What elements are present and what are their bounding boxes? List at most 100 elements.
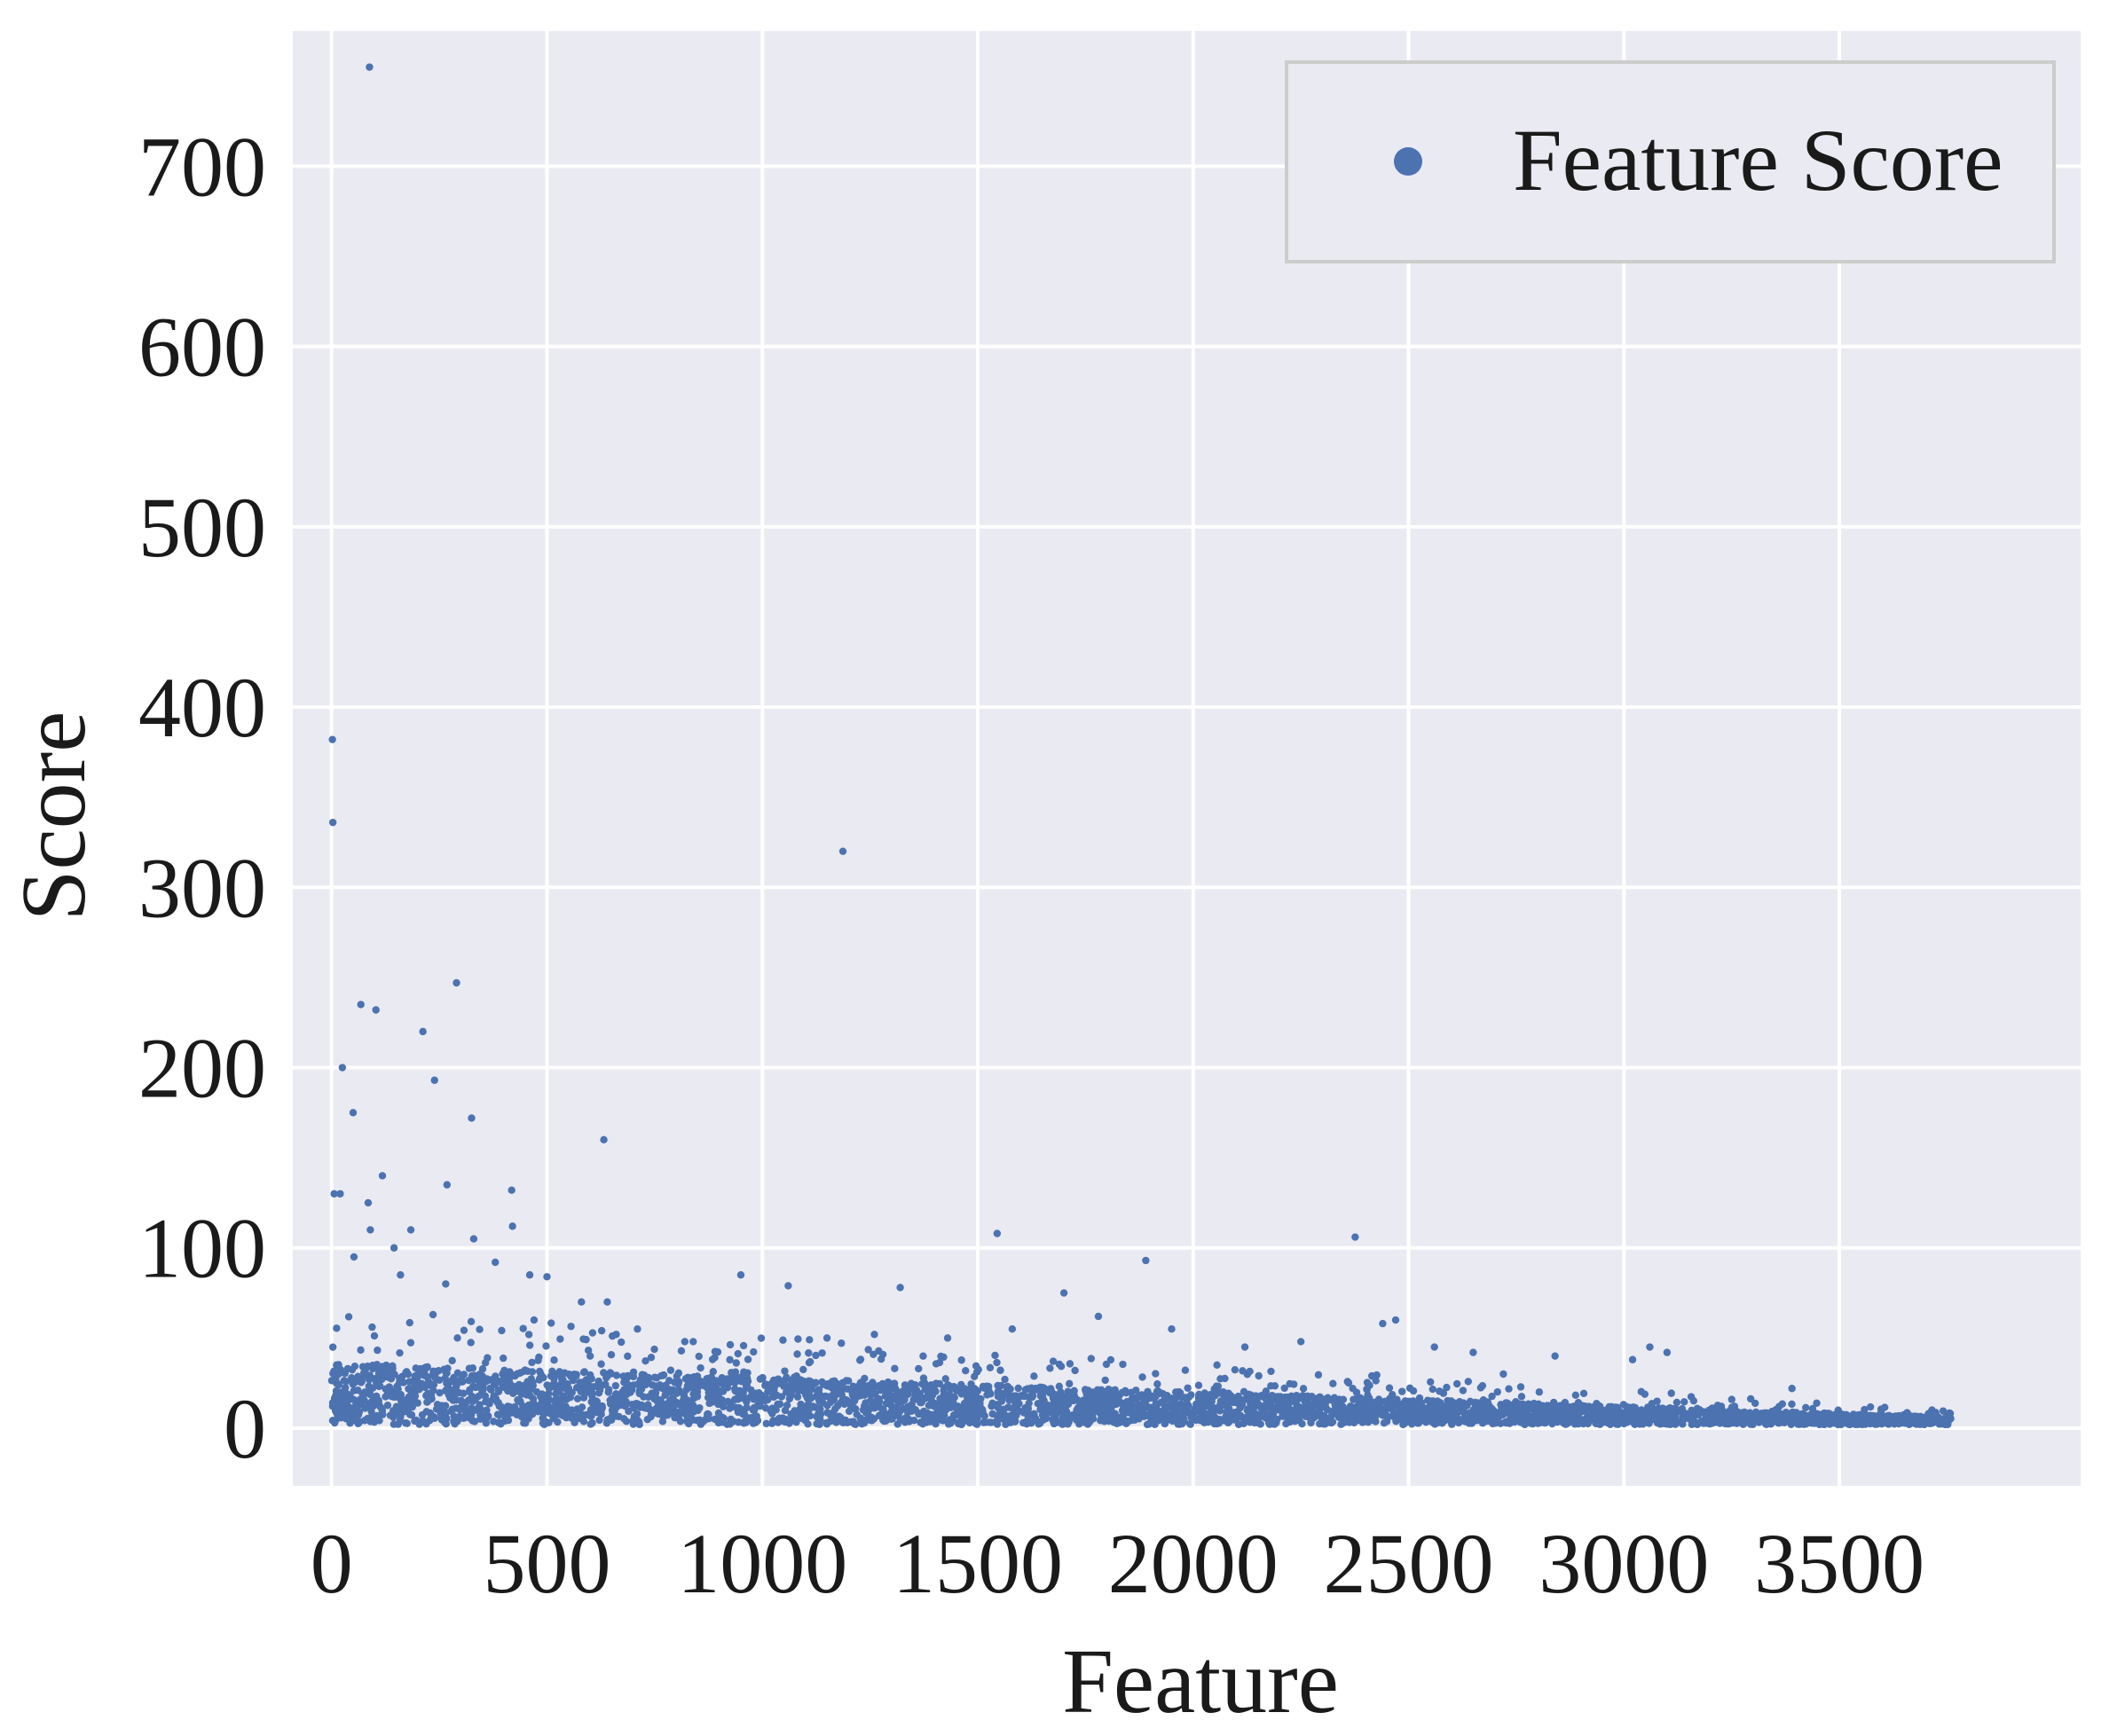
data-point bbox=[1066, 1379, 1074, 1388]
data-point bbox=[729, 1418, 737, 1426]
data-point bbox=[713, 1415, 721, 1423]
data-point bbox=[1590, 1414, 1598, 1422]
data-point bbox=[650, 1373, 659, 1381]
data-point bbox=[652, 1394, 660, 1402]
data-point bbox=[598, 1381, 607, 1389]
data-point bbox=[711, 1354, 719, 1362]
data-point bbox=[1365, 1381, 1373, 1389]
data-point bbox=[1399, 1412, 1408, 1421]
data-point bbox=[390, 1244, 398, 1252]
data-point bbox=[1658, 1419, 1667, 1427]
data-point bbox=[587, 1388, 595, 1396]
data-point bbox=[605, 1415, 613, 1424]
data-point bbox=[445, 1388, 453, 1397]
data-point bbox=[457, 1375, 466, 1383]
data-point bbox=[756, 1375, 765, 1383]
data-point bbox=[664, 1410, 672, 1418]
data-point bbox=[606, 1400, 615, 1408]
data-point bbox=[791, 1414, 800, 1422]
data-point bbox=[1465, 1419, 1473, 1427]
data-point bbox=[1672, 1398, 1681, 1407]
data-point bbox=[365, 1375, 374, 1384]
data-point bbox=[1210, 1419, 1218, 1428]
data-point bbox=[423, 1398, 431, 1406]
data-point bbox=[328, 818, 337, 827]
data-point bbox=[603, 1371, 611, 1380]
data-point bbox=[406, 1339, 415, 1347]
data-point bbox=[1517, 1393, 1526, 1401]
data-point bbox=[695, 1352, 703, 1361]
data-point bbox=[750, 1347, 758, 1356]
data-point bbox=[1808, 1404, 1817, 1413]
data-point bbox=[1367, 1371, 1376, 1380]
data-point bbox=[344, 1313, 353, 1321]
data-point bbox=[1585, 1409, 1593, 1417]
data-point bbox=[494, 1386, 503, 1394]
data-point bbox=[859, 1406, 868, 1414]
data-point bbox=[544, 1397, 553, 1405]
data-point bbox=[868, 1386, 877, 1394]
data-point bbox=[1506, 1410, 1515, 1418]
data-point bbox=[418, 1410, 427, 1419]
data-point bbox=[390, 1390, 398, 1398]
data-point bbox=[1628, 1355, 1637, 1363]
data-point bbox=[800, 1378, 808, 1386]
data-point bbox=[433, 1401, 442, 1409]
data-point bbox=[1706, 1418, 1715, 1426]
data-point bbox=[394, 1420, 402, 1428]
data-point bbox=[389, 1362, 397, 1371]
data-point bbox=[1318, 1418, 1326, 1427]
data-point bbox=[801, 1416, 810, 1424]
data-point bbox=[870, 1350, 877, 1359]
data-point bbox=[1001, 1375, 1009, 1384]
data-point bbox=[429, 1310, 437, 1319]
data-point bbox=[500, 1354, 508, 1363]
data-point bbox=[1228, 1409, 1236, 1417]
data-point bbox=[406, 1402, 415, 1411]
data-point bbox=[1374, 1399, 1382, 1407]
x-tick-label-3000: 3000 bbox=[1539, 1516, 1709, 1611]
data-point bbox=[1687, 1409, 1696, 1417]
data-point bbox=[1818, 1411, 1826, 1420]
data-point bbox=[1269, 1416, 1278, 1425]
data-point bbox=[1644, 1405, 1653, 1414]
data-point bbox=[581, 1389, 590, 1397]
data-point bbox=[1727, 1395, 1735, 1403]
data-point bbox=[1003, 1411, 1011, 1420]
data-point bbox=[635, 1418, 643, 1426]
legend: Feature Score bbox=[1285, 60, 2056, 263]
data-point bbox=[1349, 1384, 1357, 1393]
data-point bbox=[612, 1331, 620, 1339]
data-point bbox=[805, 1349, 813, 1357]
data-point bbox=[1133, 1394, 1141, 1402]
data-point bbox=[726, 1340, 735, 1349]
data-point bbox=[396, 1348, 404, 1357]
data-point bbox=[327, 1377, 336, 1385]
data-point bbox=[1035, 1420, 1043, 1428]
data-point bbox=[1905, 1416, 1914, 1424]
data-point bbox=[1381, 1397, 1389, 1406]
data-point bbox=[1269, 1410, 1278, 1418]
data-point bbox=[612, 1403, 620, 1411]
data-point bbox=[1066, 1390, 1074, 1398]
data-point bbox=[1130, 1416, 1139, 1424]
data-point bbox=[1443, 1414, 1451, 1422]
data-point bbox=[424, 1378, 433, 1386]
data-point bbox=[1834, 1420, 1842, 1429]
data-point bbox=[860, 1418, 869, 1427]
data-point bbox=[1299, 1406, 1308, 1414]
data-point bbox=[1746, 1394, 1755, 1403]
data-point bbox=[603, 1298, 611, 1306]
data-point bbox=[523, 1367, 531, 1375]
data-point bbox=[1483, 1412, 1491, 1421]
data-point bbox=[508, 1186, 515, 1194]
data-point bbox=[904, 1386, 913, 1394]
data-point bbox=[1336, 1405, 1344, 1413]
data-point bbox=[1097, 1417, 1105, 1425]
data-point bbox=[1641, 1390, 1649, 1398]
data-point bbox=[468, 1394, 476, 1403]
data-point bbox=[1287, 1409, 1295, 1417]
data-point bbox=[1384, 1412, 1393, 1421]
data-point bbox=[1235, 1411, 1243, 1419]
data-point bbox=[1184, 1394, 1192, 1402]
